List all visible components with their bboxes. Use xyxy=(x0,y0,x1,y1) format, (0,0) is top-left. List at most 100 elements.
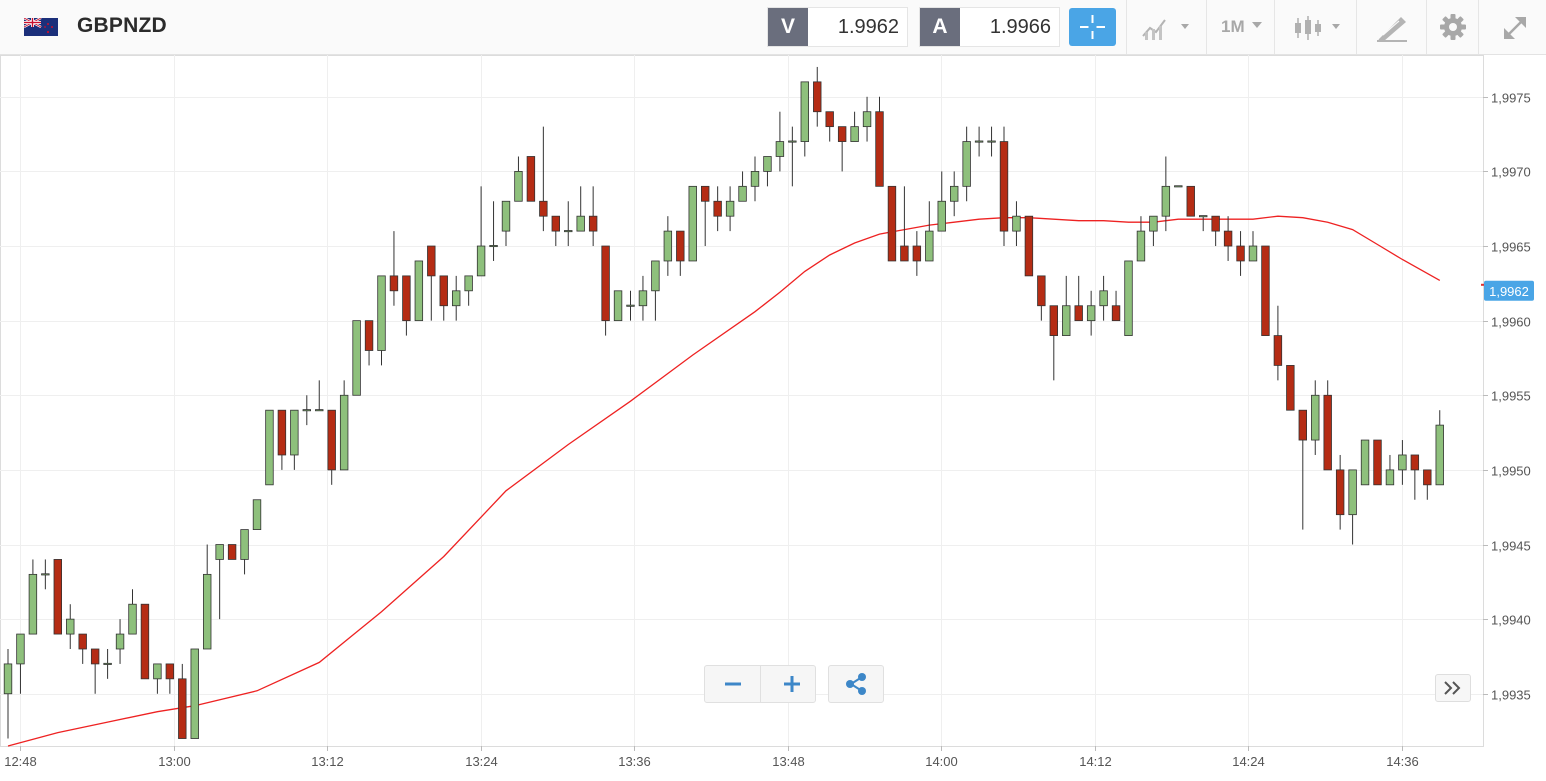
chevron-down-icon xyxy=(1252,22,1262,28)
current-price-label: 1,9962 xyxy=(1489,284,1529,299)
candle-body xyxy=(339,394,349,471)
candle-body xyxy=(364,320,374,351)
candle-body xyxy=(28,573,38,635)
candle-body xyxy=(427,245,436,277)
expand-icon xyxy=(1504,17,1526,39)
zoom-in-button[interactable] xyxy=(761,666,815,702)
y-tick-label: 1,9950 xyxy=(1491,464,1531,479)
candle-body xyxy=(626,304,635,307)
candle-body xyxy=(389,275,399,292)
y-tick-label: 1,9940 xyxy=(1491,613,1531,628)
candle-body xyxy=(1298,409,1307,441)
indicator-menu[interactable] xyxy=(1126,0,1206,54)
buy-price-button[interactable]: A 1.9966 xyxy=(919,7,1060,47)
candle-body xyxy=(601,245,610,322)
crosshair-button[interactable] xyxy=(1069,8,1116,46)
candle-body xyxy=(165,663,175,680)
candle-body xyxy=(16,633,25,665)
candle-body xyxy=(1223,230,1233,247)
candle-body xyxy=(290,409,299,456)
candle-body xyxy=(613,290,623,322)
candle-body xyxy=(377,275,386,351)
candle-body xyxy=(576,215,585,232)
scroll-to-latest-button[interactable] xyxy=(1435,674,1471,702)
candle-body xyxy=(153,663,162,680)
candle-body xyxy=(1373,439,1382,486)
candle-body xyxy=(850,126,859,142)
candle-body xyxy=(862,111,872,128)
candle-body xyxy=(1049,305,1058,336)
candle-body xyxy=(713,200,722,217)
candle-body xyxy=(227,544,237,560)
candle-body xyxy=(476,245,486,277)
candle-body xyxy=(912,245,922,262)
candle-body xyxy=(551,215,560,232)
candle-body xyxy=(999,141,1009,232)
fullscreen-button[interactable] xyxy=(1478,0,1546,54)
drawing-tools-button[interactable] xyxy=(1356,0,1426,54)
y-tick-label: 1,9970 xyxy=(1491,165,1531,180)
buy-price: 1.9966 xyxy=(989,16,1051,38)
scroll-to-latest-icon xyxy=(1444,681,1461,695)
sell-price: 1.9962 xyxy=(837,16,899,38)
candle-body xyxy=(750,171,760,187)
candle-body xyxy=(1385,469,1395,486)
candle-body xyxy=(1024,215,1034,277)
buy-label: A xyxy=(920,8,960,46)
x-tick-label: 14:24 xyxy=(1232,754,1265,769)
candle-body xyxy=(327,409,336,471)
current-price-badge xyxy=(1484,280,1534,301)
candle-body xyxy=(315,409,324,412)
timeframe-menu[interactable]: 1M xyxy=(1206,0,1274,54)
candle-body xyxy=(1099,290,1108,307)
candle-body xyxy=(763,156,772,172)
candle-body xyxy=(128,603,137,635)
candle-body xyxy=(402,275,411,322)
candle-body xyxy=(1273,335,1283,366)
candle-body xyxy=(1174,185,1183,188)
candle-body xyxy=(265,409,274,486)
settings-button[interactable] xyxy=(1426,0,1478,54)
candle-body xyxy=(800,81,809,142)
candle-body xyxy=(1360,439,1370,486)
zoom-controls xyxy=(704,665,816,703)
y-tick-label: 1,9965 xyxy=(1491,240,1531,255)
candle-body xyxy=(215,544,224,560)
timeframe-label: 1M xyxy=(1221,17,1245,36)
sell-price-button[interactable]: V 1.9962 xyxy=(767,7,908,47)
candle-body xyxy=(1248,245,1258,262)
x-tick-label: 14:36 xyxy=(1386,754,1419,769)
candle-body xyxy=(439,275,448,307)
candle-body xyxy=(1136,230,1146,262)
candle-body xyxy=(464,275,473,292)
candle-body xyxy=(240,529,249,560)
price-chart[interactable]: 1,9935 1,9940 1,9945 1,9950 1,9955 1,9960 1,99… xyxy=(0,55,1546,781)
candle-body xyxy=(1236,245,1245,262)
chart-type-menu[interactable] xyxy=(1274,0,1356,54)
chart-toolbar: GBPNZD V 1.9962 A 1.9966 1M xyxy=(0,0,1546,55)
candle-body xyxy=(875,111,884,187)
candle-body xyxy=(701,185,710,202)
x-tick-label: 14:00 xyxy=(925,754,958,769)
candle-body xyxy=(1074,305,1083,322)
candle-body xyxy=(1012,215,1021,232)
x-tick-label: 13:24 xyxy=(465,754,498,769)
candle-body xyxy=(1062,305,1071,336)
candle-body xyxy=(638,290,648,307)
candle-body xyxy=(1037,275,1046,307)
zoom-divider xyxy=(760,666,761,702)
candle-body xyxy=(302,409,311,412)
candle-body xyxy=(925,230,934,262)
candle-body xyxy=(1323,394,1332,471)
candle-body xyxy=(1261,245,1270,336)
candle-body xyxy=(1423,469,1432,486)
zoom-out-button[interactable] xyxy=(705,666,759,702)
candle-body xyxy=(501,200,511,232)
candle-body xyxy=(252,499,262,530)
drawing-icon xyxy=(1377,17,1407,42)
candle-body xyxy=(900,245,909,262)
candle-body xyxy=(140,603,150,680)
candle-body xyxy=(775,141,785,157)
candle-body xyxy=(66,618,75,635)
share-button[interactable] xyxy=(828,665,884,703)
